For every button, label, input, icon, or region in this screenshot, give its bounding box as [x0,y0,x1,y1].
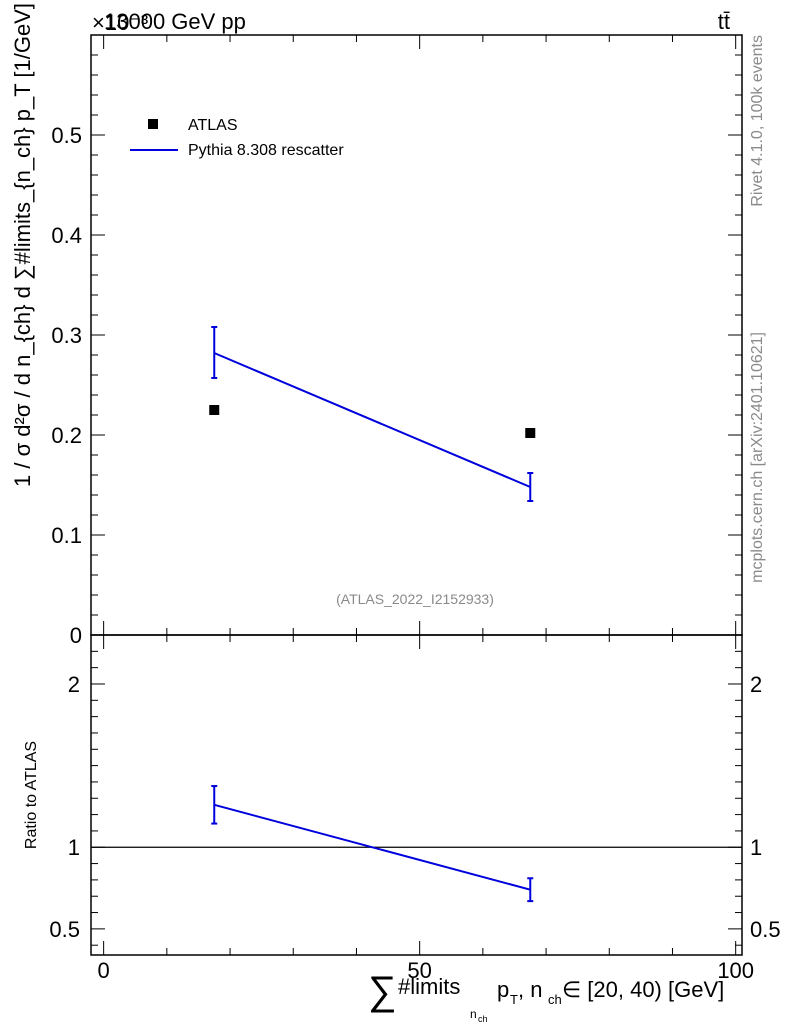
rivet-version-label: Rivet 4.1.0, 100k events [749,35,766,207]
x-axis-label: ∑ #limits n ch p T , n ch ∈ [20, 40) [Ge… [368,969,724,1024]
x-axis-sub-n: n [470,1007,477,1021]
ratio-x-tick-label: 0 [98,958,110,983]
header-process-label: tt̄ [718,9,730,34]
main-panel-series [209,326,536,502]
ratio-y-tick-label-left: 1 [68,835,80,860]
ratio-panel-y-tick-labels: 0.5 0.5 1 1 2 2 [49,672,780,942]
mcplots-source-label: mcplots.cern.ch [arXiv:2401.10621] [749,332,766,583]
ratio-y-tick-label-right: 1 [750,835,762,860]
exponent-label: ×10⁻³ [92,10,148,35]
x-axis-range: ∈ [20, 40) [GeV] [562,977,724,1002]
x-axis-nch: , n [518,977,542,1002]
main-y-axis-label: 1 / σ d²σ / d n_{ch} d ∑#limits_{n_ch} p… [10,3,35,487]
atlas-data-point [525,428,536,438]
ratio-x-tick-label: 100 [717,958,754,983]
x-axis-nch-sub: ch [548,992,562,1007]
header-energy-label: 13000 GeV pp [104,9,246,34]
main-y-tick-label: 0.2 [51,423,82,448]
x-axis-limits-text: #limits [398,974,460,999]
main-panel-y-tick-labels: 0 0.1 0.2 0.3 0.4 0.5 [51,123,82,648]
main-y-tick-label: 0 [70,623,82,648]
ratio-y-tick-label-left: 2 [68,672,80,697]
legend-label-pythia: Pythia 8.308 rescatter [188,142,344,159]
main-y-tick-label: 0.3 [51,323,82,348]
x-axis-pt: p [497,977,509,1002]
ratio-y-tick-label-right: 0.5 [750,917,781,942]
ratio-panel-ticks [91,635,742,955]
ratio-panel-x-tick-labels: 0 50 100 [98,958,755,983]
analysis-watermark: (ATLAS_2022_I2152933) [336,591,494,607]
x-axis-sum-symbol: ∑ [368,969,397,1013]
ratio-y-axis-label: Ratio to ATLAS [23,741,40,849]
main-y-tick-label: 0.4 [51,223,82,248]
ratio-panel-frame [90,634,743,956]
ratio-panel-series [91,785,742,903]
legend-label-atlas: ATLAS [188,117,238,134]
atlas-data-point [209,405,220,415]
x-axis-pt-sub: T [510,992,518,1007]
ratio-y-tick-label-left: 0.5 [49,917,80,942]
ratio-x-tick-label: 50 [407,958,431,983]
pythia-line [213,352,531,488]
ratio-pythia-line [213,803,531,891]
legend-marker-atlas [148,119,158,129]
main-y-tick-label: 0.5 [51,123,82,148]
main-y-tick-label: 0.1 [51,523,82,548]
x-axis-sub-ch: ch [478,1014,488,1024]
ratio-y-tick-label-right: 2 [750,672,762,697]
